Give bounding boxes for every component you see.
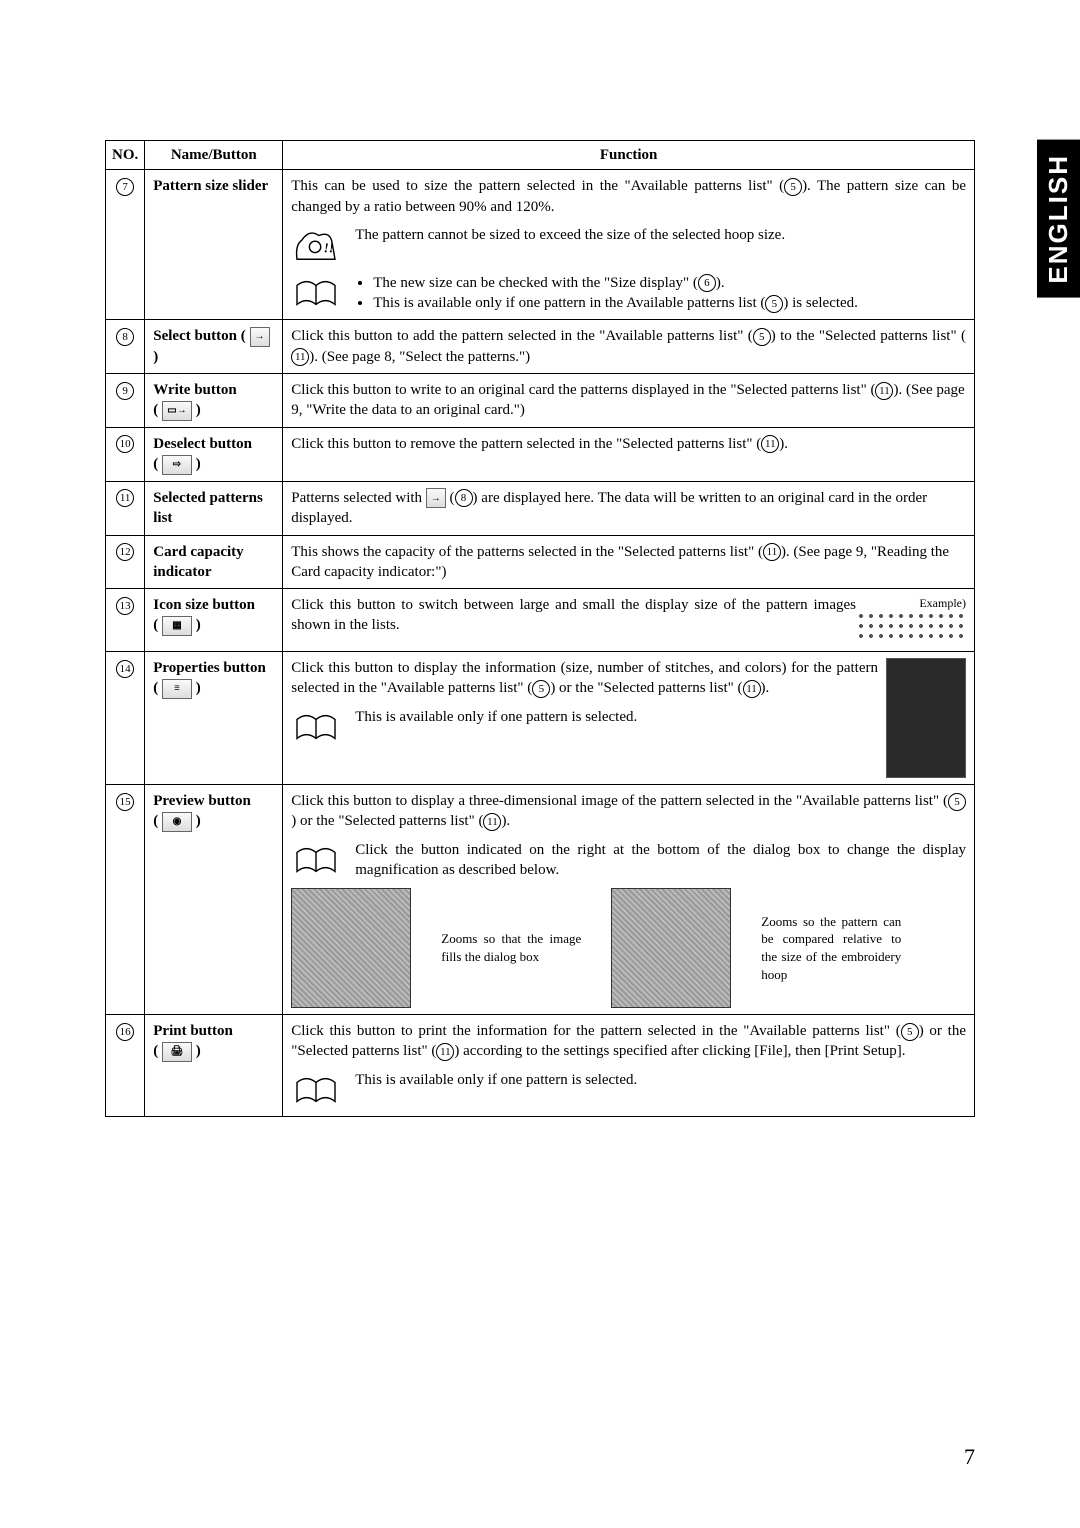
properties-button-icon: ≡ bbox=[162, 679, 192, 699]
row-name: Write button( ▭→ ) bbox=[145, 374, 283, 428]
page-number: 7 bbox=[964, 1444, 975, 1470]
row-number: 12 bbox=[116, 543, 134, 561]
preview-figure bbox=[611, 888, 731, 1008]
header-no: NO. bbox=[106, 141, 145, 170]
note-item: This is available only if one pattern in… bbox=[373, 293, 966, 313]
preview-figure bbox=[291, 888, 411, 1008]
table-header-row: NO. Name/Button Function bbox=[106, 141, 975, 170]
write-button-icon: ▭→ bbox=[162, 401, 192, 421]
row-number: 14 bbox=[116, 660, 134, 678]
row-number: 7 bbox=[116, 178, 134, 196]
preview-caption: Zooms so that the image fills the dialog… bbox=[441, 930, 581, 965]
row-function: Click this button to add the pattern sel… bbox=[283, 320, 975, 374]
table-row: 16 Print button( 🖨 ) Click this button t… bbox=[106, 1015, 975, 1117]
table-row: 11 Selected patterns list Patterns selec… bbox=[106, 481, 975, 535]
svg-text:!!: !! bbox=[324, 240, 334, 255]
print-button-icon: 🖨 bbox=[162, 1042, 192, 1062]
table-row: 15 Preview button( ◉ ) Click this button… bbox=[106, 785, 975, 1015]
example-graphic: Example) bbox=[856, 595, 966, 645]
row-name: Select button ( → ) bbox=[145, 320, 283, 374]
ref-icon: 5 bbox=[784, 178, 802, 196]
table-row: 12 Card capacity indicator This shows th… bbox=[106, 535, 975, 589]
row-number: 13 bbox=[116, 597, 134, 615]
language-tab: ENGLISH bbox=[1037, 140, 1080, 298]
book-icon bbox=[291, 840, 341, 880]
row-name: Selected patterns list bbox=[145, 481, 283, 535]
row-name: Preview button( ◉ ) bbox=[145, 785, 283, 1015]
row-function: Click this button to print the informati… bbox=[283, 1015, 975, 1117]
arrow-icon: → bbox=[426, 488, 446, 508]
row-name: Pattern size slider bbox=[145, 170, 283, 320]
row-number: 11 bbox=[116, 489, 134, 507]
header-function: Function bbox=[283, 141, 975, 170]
row-number: 8 bbox=[116, 328, 134, 346]
table-row: 13 Icon size button( ▦ ) Example) Click … bbox=[106, 589, 975, 652]
header-name: Name/Button bbox=[145, 141, 283, 170]
row-number: 15 bbox=[116, 793, 134, 811]
row-function: Click this button to display a three-dim… bbox=[283, 785, 975, 1015]
icon-size-button-icon: ▦ bbox=[162, 616, 192, 636]
row-function: This can be used to size the pattern sel… bbox=[283, 170, 975, 320]
row-function: Click this button to write to an origina… bbox=[283, 374, 975, 428]
row-name: Properties button( ≡ ) bbox=[145, 652, 283, 785]
function-table: NO. Name/Button Function 7 Pattern size … bbox=[105, 140, 975, 1117]
row-name: Icon size button( ▦ ) bbox=[145, 589, 283, 652]
table-row: 10 Deselect button( ⇨ ) Click this butto… bbox=[106, 427, 975, 481]
row-number: 16 bbox=[116, 1023, 134, 1041]
note-text: This is available only if one pattern is… bbox=[355, 707, 878, 727]
book-icon bbox=[291, 1070, 341, 1110]
deselect-button-icon: ⇨ bbox=[162, 455, 192, 475]
row-name: Deselect button( ⇨ ) bbox=[145, 427, 283, 481]
table-row: 14 Properties button( ≡ ) Click this but… bbox=[106, 652, 975, 785]
row-function: Patterns selected with → (8) are display… bbox=[283, 481, 975, 535]
row-function: Click this button to remove the pattern … bbox=[283, 427, 975, 481]
table-row: 8 Select button ( → ) Click this button … bbox=[106, 320, 975, 374]
note-text: Click the button indicated on the right … bbox=[355, 840, 966, 881]
book-icon bbox=[291, 707, 341, 747]
row-number: 9 bbox=[116, 382, 134, 400]
warning-icon: !! bbox=[291, 225, 341, 265]
table-row: 9 Write button( ▭→ ) Click this button t… bbox=[106, 374, 975, 428]
text: This can be used to size the pattern sel… bbox=[291, 178, 784, 194]
row-function: This shows the capacity of the patterns … bbox=[283, 535, 975, 589]
warning-text: The pattern cannot be sized to exceed th… bbox=[355, 225, 966, 245]
select-button-icon: → bbox=[250, 327, 270, 347]
row-function: Example) Click this button to switch bet… bbox=[283, 589, 975, 652]
row-function: Click this button to display the informa… bbox=[283, 652, 975, 785]
row-name: Print button( 🖨 ) bbox=[145, 1015, 283, 1117]
preview-button-icon: ◉ bbox=[162, 812, 192, 832]
note-text: This is available only if one pattern is… bbox=[355, 1070, 966, 1090]
note-item: The new size can be checked with the "Si… bbox=[373, 273, 966, 293]
properties-thumbnail bbox=[886, 658, 966, 778]
row-name: Card capacity indicator bbox=[145, 535, 283, 589]
book-icon bbox=[291, 273, 341, 313]
row-number: 10 bbox=[116, 435, 134, 453]
preview-caption: Zooms so the pattern can be compared rel… bbox=[761, 913, 901, 983]
table-row: 7 Pattern size slider This can be used t… bbox=[106, 170, 975, 320]
